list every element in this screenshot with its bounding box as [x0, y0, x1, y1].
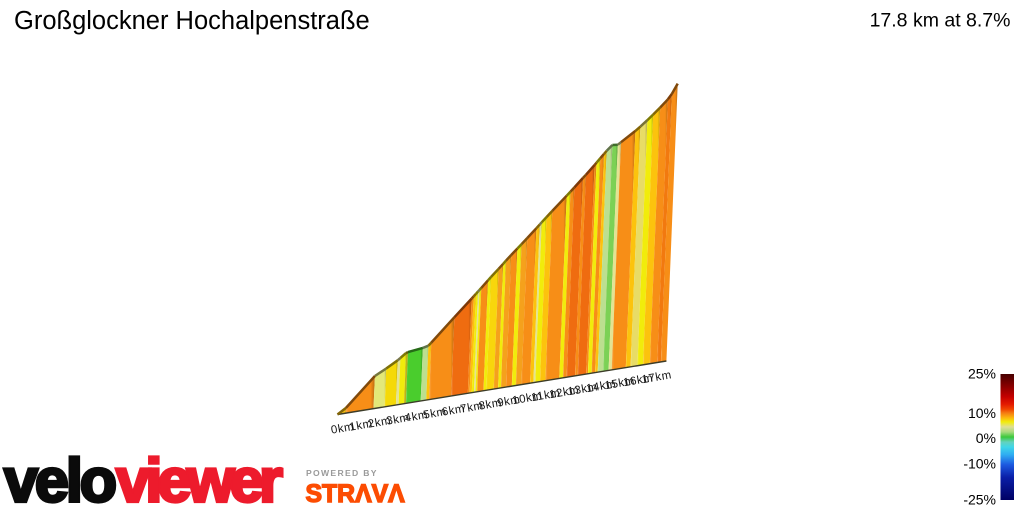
svg-text:0%: 0%	[976, 430, 996, 446]
svg-text:10%: 10%	[968, 405, 996, 421]
svg-text:4km: 4km	[404, 409, 429, 425]
svg-text:velo: velo	[4, 447, 115, 512]
svg-text:0km: 0km	[330, 421, 355, 437]
svg-text:11km: 11km	[530, 387, 561, 404]
svg-text:5km: 5km	[422, 406, 447, 422]
svg-text:8km: 8km	[478, 397, 503, 413]
svg-text:2km: 2km	[367, 415, 392, 431]
svg-text:POWERED BY: POWERED BY	[306, 468, 378, 478]
svg-text:1km: 1km	[349, 418, 374, 434]
svg-text:6km: 6km	[441, 403, 466, 419]
svg-text:13km: 13km	[567, 381, 599, 398]
svg-text:Großglockner Hochalpenstraße: Großglockner Hochalpenstraße	[14, 7, 370, 35]
svg-text:10km: 10km	[511, 390, 543, 407]
svg-text:7km: 7km	[459, 400, 484, 416]
svg-text:-25%: -25%	[963, 492, 996, 508]
svg-text:17.8 km at 8.7%: 17.8 km at 8.7%	[870, 10, 1011, 32]
svg-text:3km: 3km	[385, 412, 410, 428]
svg-text:12km: 12km	[548, 384, 580, 401]
svg-text:STRΛVΛ: STRΛVΛ	[306, 481, 406, 508]
svg-text:viewer: viewer	[116, 447, 282, 512]
svg-text:-10%: -10%	[963, 455, 996, 471]
svg-text:17km: 17km	[641, 369, 673, 386]
svg-text:16km: 16km	[622, 372, 654, 389]
svg-text:14km: 14km	[585, 378, 617, 395]
svg-text:9km: 9km	[496, 394, 521, 410]
svg-text:25%: 25%	[968, 366, 996, 382]
svg-text:15km: 15km	[604, 375, 636, 392]
